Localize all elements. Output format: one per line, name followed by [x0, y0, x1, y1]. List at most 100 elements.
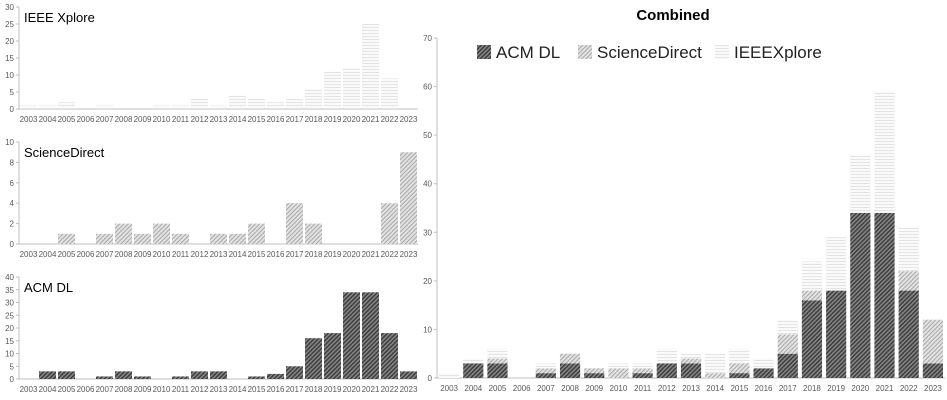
x-tick-label: 2005	[58, 250, 76, 259]
bar	[96, 376, 113, 379]
bar	[343, 68, 360, 109]
y-tick-label: 0	[428, 374, 433, 383]
stacked-bar-segment	[632, 373, 653, 378]
y-tick-label: 15	[5, 54, 14, 63]
x-tick-label: 2022	[900, 384, 918, 393]
x-tick-label: 2015	[248, 250, 266, 259]
stacked-bar-segment	[850, 212, 871, 378]
bar	[191, 371, 208, 379]
x-tick-label: 2023	[924, 384, 942, 393]
stacked-bar-segment	[874, 91, 895, 213]
bar	[96, 105, 113, 109]
stacked-bar-segment	[535, 373, 556, 378]
stacked-bar-segment	[705, 373, 726, 378]
legend-label: IEEEXplore	[734, 43, 822, 62]
bar	[115, 223, 132, 244]
stacked-bar-segment	[680, 353, 702, 359]
x-tick-label: 2014	[229, 115, 247, 124]
y-tick-label: 5	[10, 88, 15, 97]
chart-title: ScienceDirect	[24, 145, 105, 160]
x-tick-label: 2011	[634, 384, 652, 393]
bar	[210, 105, 227, 109]
x-tick-label: 2004	[39, 385, 57, 394]
bar	[381, 333, 398, 379]
bar	[39, 371, 56, 379]
y-tick-label: 70	[423, 34, 432, 43]
bar	[153, 105, 170, 109]
bar	[286, 98, 303, 109]
bar	[20, 105, 37, 109]
x-tick-label: 2015	[248, 115, 266, 124]
bar	[134, 233, 151, 244]
x-tick-label: 2020	[343, 250, 361, 259]
legend-label: ScienceDirect	[597, 43, 702, 62]
stacked-bar-segment	[680, 358, 702, 364]
x-tick-label: 2003	[20, 115, 38, 124]
legend-swatch	[578, 45, 592, 59]
stacked-bar-segment	[487, 363, 508, 378]
bar	[343, 292, 360, 379]
stacked-bar-segment	[584, 368, 605, 374]
x-tick-label: 2017	[779, 384, 797, 393]
bar	[229, 233, 246, 244]
x-tick-label: 2019	[324, 250, 342, 259]
x-tick-label: 2009	[585, 384, 603, 393]
bar	[229, 95, 246, 109]
stacked-bar-segment	[729, 373, 750, 378]
x-tick-label: 2020	[343, 385, 361, 394]
x-tick-label: 2003	[440, 384, 458, 393]
bar	[381, 203, 398, 244]
x-tick-label: 2008	[115, 385, 133, 394]
acm-dl-chart: 0 5 10 15 20 25 30 35 40 2003 2004 2005 2006 2007 2008…	[5, 273, 418, 394]
x-tick-label: 2009	[134, 250, 152, 259]
bar	[96, 233, 113, 244]
bar	[362, 292, 379, 379]
y-tick-label: 4	[10, 199, 15, 208]
y-tick-label: 35	[5, 286, 14, 295]
y-tick-label: 30	[5, 299, 14, 308]
x-tick-label: 2013	[210, 385, 228, 394]
bar	[58, 102, 75, 109]
x-tick-label: 2005	[58, 115, 76, 124]
bar	[267, 102, 284, 109]
bar	[210, 371, 227, 379]
stacked-bar-segment	[898, 227, 919, 272]
stacked-bar-segment	[535, 368, 556, 374]
x-tick-label: 2010	[153, 385, 171, 394]
y-tick-label: 50	[423, 131, 432, 140]
stacked-bar-segment	[535, 363, 556, 369]
stacked-bar-segment	[608, 363, 629, 369]
x-tick-label: 2016	[267, 250, 285, 259]
x-tick-label: 2020	[851, 384, 869, 393]
x-tick-label: 2018	[305, 115, 323, 124]
stacked-bar-segment	[487, 348, 508, 359]
stacked-bar-segment	[584, 373, 605, 378]
bar	[134, 376, 151, 379]
legend-label: ACM DL	[496, 43, 560, 62]
ieee-xplore-chart: 0 5 10 15 20 25 30 2003 2004 2005 2006 2007 2008 2009…	[5, 3, 418, 124]
bar	[305, 338, 322, 379]
x-tick-label: 2004	[39, 250, 57, 259]
stacked-bar-segment	[777, 319, 798, 335]
bar	[115, 371, 132, 379]
x-tick-label: 2012	[191, 385, 209, 394]
x-tick-label: 2014	[229, 385, 247, 394]
x-tick-label: 2023	[400, 250, 418, 259]
stacked-bar-segment	[874, 212, 895, 378]
bar	[191, 98, 208, 109]
bar	[267, 373, 284, 379]
bar	[286, 366, 303, 379]
bar	[172, 105, 189, 109]
x-tick-label: 2006	[77, 115, 95, 124]
x-tick-label: 2010	[153, 115, 171, 124]
y-tick-label: 40	[423, 180, 432, 189]
bar	[172, 376, 189, 379]
x-tick-label: 2015	[248, 385, 266, 394]
x-tick-label: 2022	[381, 385, 399, 394]
x-tick-label: 2007	[96, 115, 114, 124]
stacked-bar-segment	[705, 353, 726, 374]
y-tick-label: 10	[5, 71, 14, 80]
y-tick-label: 15	[5, 337, 14, 346]
bar	[305, 223, 322, 244]
